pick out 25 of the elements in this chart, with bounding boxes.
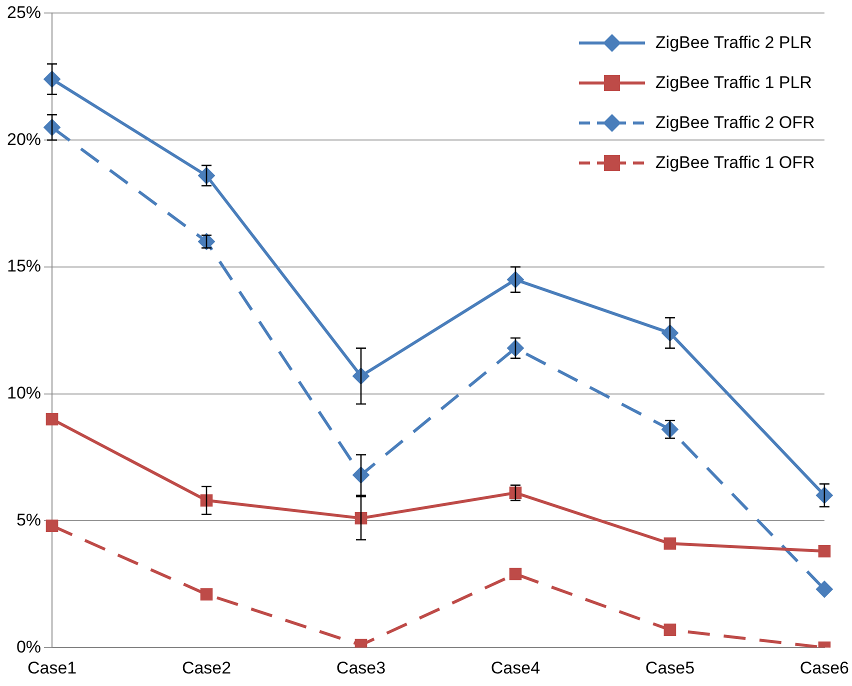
legend-label: ZigBee Traffic 1 OFR bbox=[655, 153, 815, 174]
y-tick-label: 15% bbox=[6, 256, 42, 276]
x-tick-label: Case5 bbox=[645, 658, 695, 678]
x-tick-label: Case2 bbox=[182, 658, 232, 678]
legend-label: ZigBee Traffic 2 PLR bbox=[655, 33, 812, 54]
point bbox=[664, 624, 676, 636]
point bbox=[46, 413, 58, 426]
point bbox=[198, 233, 216, 250]
point bbox=[664, 537, 676, 550]
point bbox=[818, 545, 831, 558]
x-tick-label: Case4 bbox=[490, 658, 540, 678]
y-tick-label: 10% bbox=[6, 384, 42, 403]
y-tick-label: 5% bbox=[16, 510, 42, 530]
x-tick-label: Case1 bbox=[27, 658, 77, 678]
point bbox=[354, 512, 368, 524]
legend-label: ZigBee Traffic 1 PLR bbox=[655, 73, 812, 94]
x-tick-label: Case6 bbox=[800, 658, 849, 678]
legend-label: ZigBee Traffic 2 OFR bbox=[655, 113, 815, 134]
x-tick-label: Case3 bbox=[336, 658, 386, 678]
point bbox=[509, 568, 522, 580]
point bbox=[816, 580, 833, 598]
point bbox=[200, 588, 213, 600]
y-tick-label: 20% bbox=[6, 130, 42, 149]
y-tick-label: 25% bbox=[6, 2, 42, 22]
y-tick-label: 0% bbox=[16, 637, 42, 656]
